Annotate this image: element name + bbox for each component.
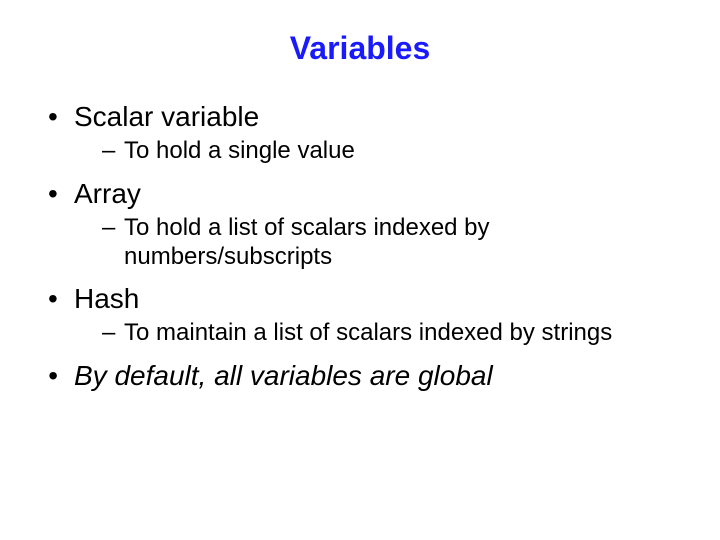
- bullet-global: By default, all variables are global: [46, 360, 680, 392]
- bullet-text: Array: [74, 178, 141, 209]
- subbullet-array-0: To hold a list of scalars indexed by num…: [46, 214, 680, 272]
- slide-content: Scalar variable To hold a single value A…: [40, 101, 680, 392]
- subbullet-hash-0: To maintain a list of scalars indexed by…: [46, 319, 680, 348]
- slide-title: Variables: [40, 30, 680, 67]
- slide: Variables Scalar variable To hold a sing…: [0, 0, 720, 540]
- bullet-text: By default, all variables are global: [74, 360, 493, 391]
- bullet-hash: Hash: [46, 283, 680, 315]
- bullet-text: Scalar variable: [74, 101, 259, 132]
- subbullet-text: To hold a list of scalars indexed by num…: [124, 214, 490, 270]
- subbullet-text: To hold a single value: [124, 137, 355, 164]
- bullet-array: Array: [46, 178, 680, 210]
- subbullet-text: To maintain a list of scalars indexed by…: [124, 319, 612, 346]
- subbullet-scalar-0: To hold a single value: [46, 137, 680, 166]
- bullet-text: Hash: [74, 283, 139, 314]
- bullet-scalar: Scalar variable: [46, 101, 680, 133]
